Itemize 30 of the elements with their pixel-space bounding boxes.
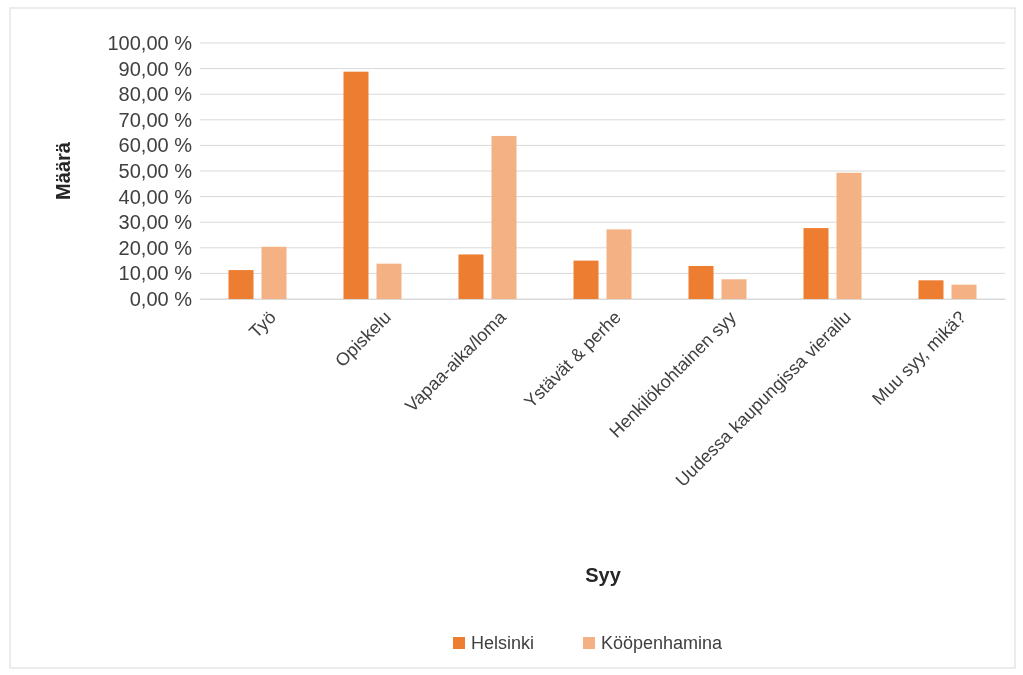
bar (836, 172, 862, 299)
bar (261, 246, 287, 299)
y-tick-label: 50,00 % (118, 159, 193, 182)
y-tick-label: 70,00 % (118, 108, 193, 131)
y-tick-label: 100,00 % (107, 31, 193, 54)
x-axis-title: Syy (585, 564, 622, 586)
y-axis-title: Määrä (52, 141, 74, 200)
bar (951, 284, 977, 299)
bar (688, 265, 714, 299)
bar (606, 229, 632, 299)
y-tick-label: 30,00 % (118, 211, 193, 234)
y-tick-label: 20,00 % (118, 236, 193, 259)
x-tick-label: Työ (245, 307, 280, 342)
legend-label: Helsinki (471, 633, 535, 654)
bar (343, 71, 369, 299)
y-tick-label: 80,00 % (118, 83, 193, 106)
bar (376, 263, 402, 299)
bar (491, 135, 517, 299)
legend-label: Kööpenhamina (601, 633, 724, 654)
bar (228, 270, 254, 299)
bar (573, 260, 599, 299)
bar (918, 280, 944, 299)
bar (458, 254, 484, 299)
bar (803, 228, 829, 299)
y-tick-label: 10,00 % (118, 262, 193, 285)
bar (721, 279, 747, 299)
y-tick-label: 90,00 % (118, 57, 193, 80)
y-tick-label: 40,00 % (118, 185, 193, 208)
y-tick-label: 60,00 % (118, 134, 193, 157)
y-tick-label: 0,00 % (129, 287, 193, 310)
